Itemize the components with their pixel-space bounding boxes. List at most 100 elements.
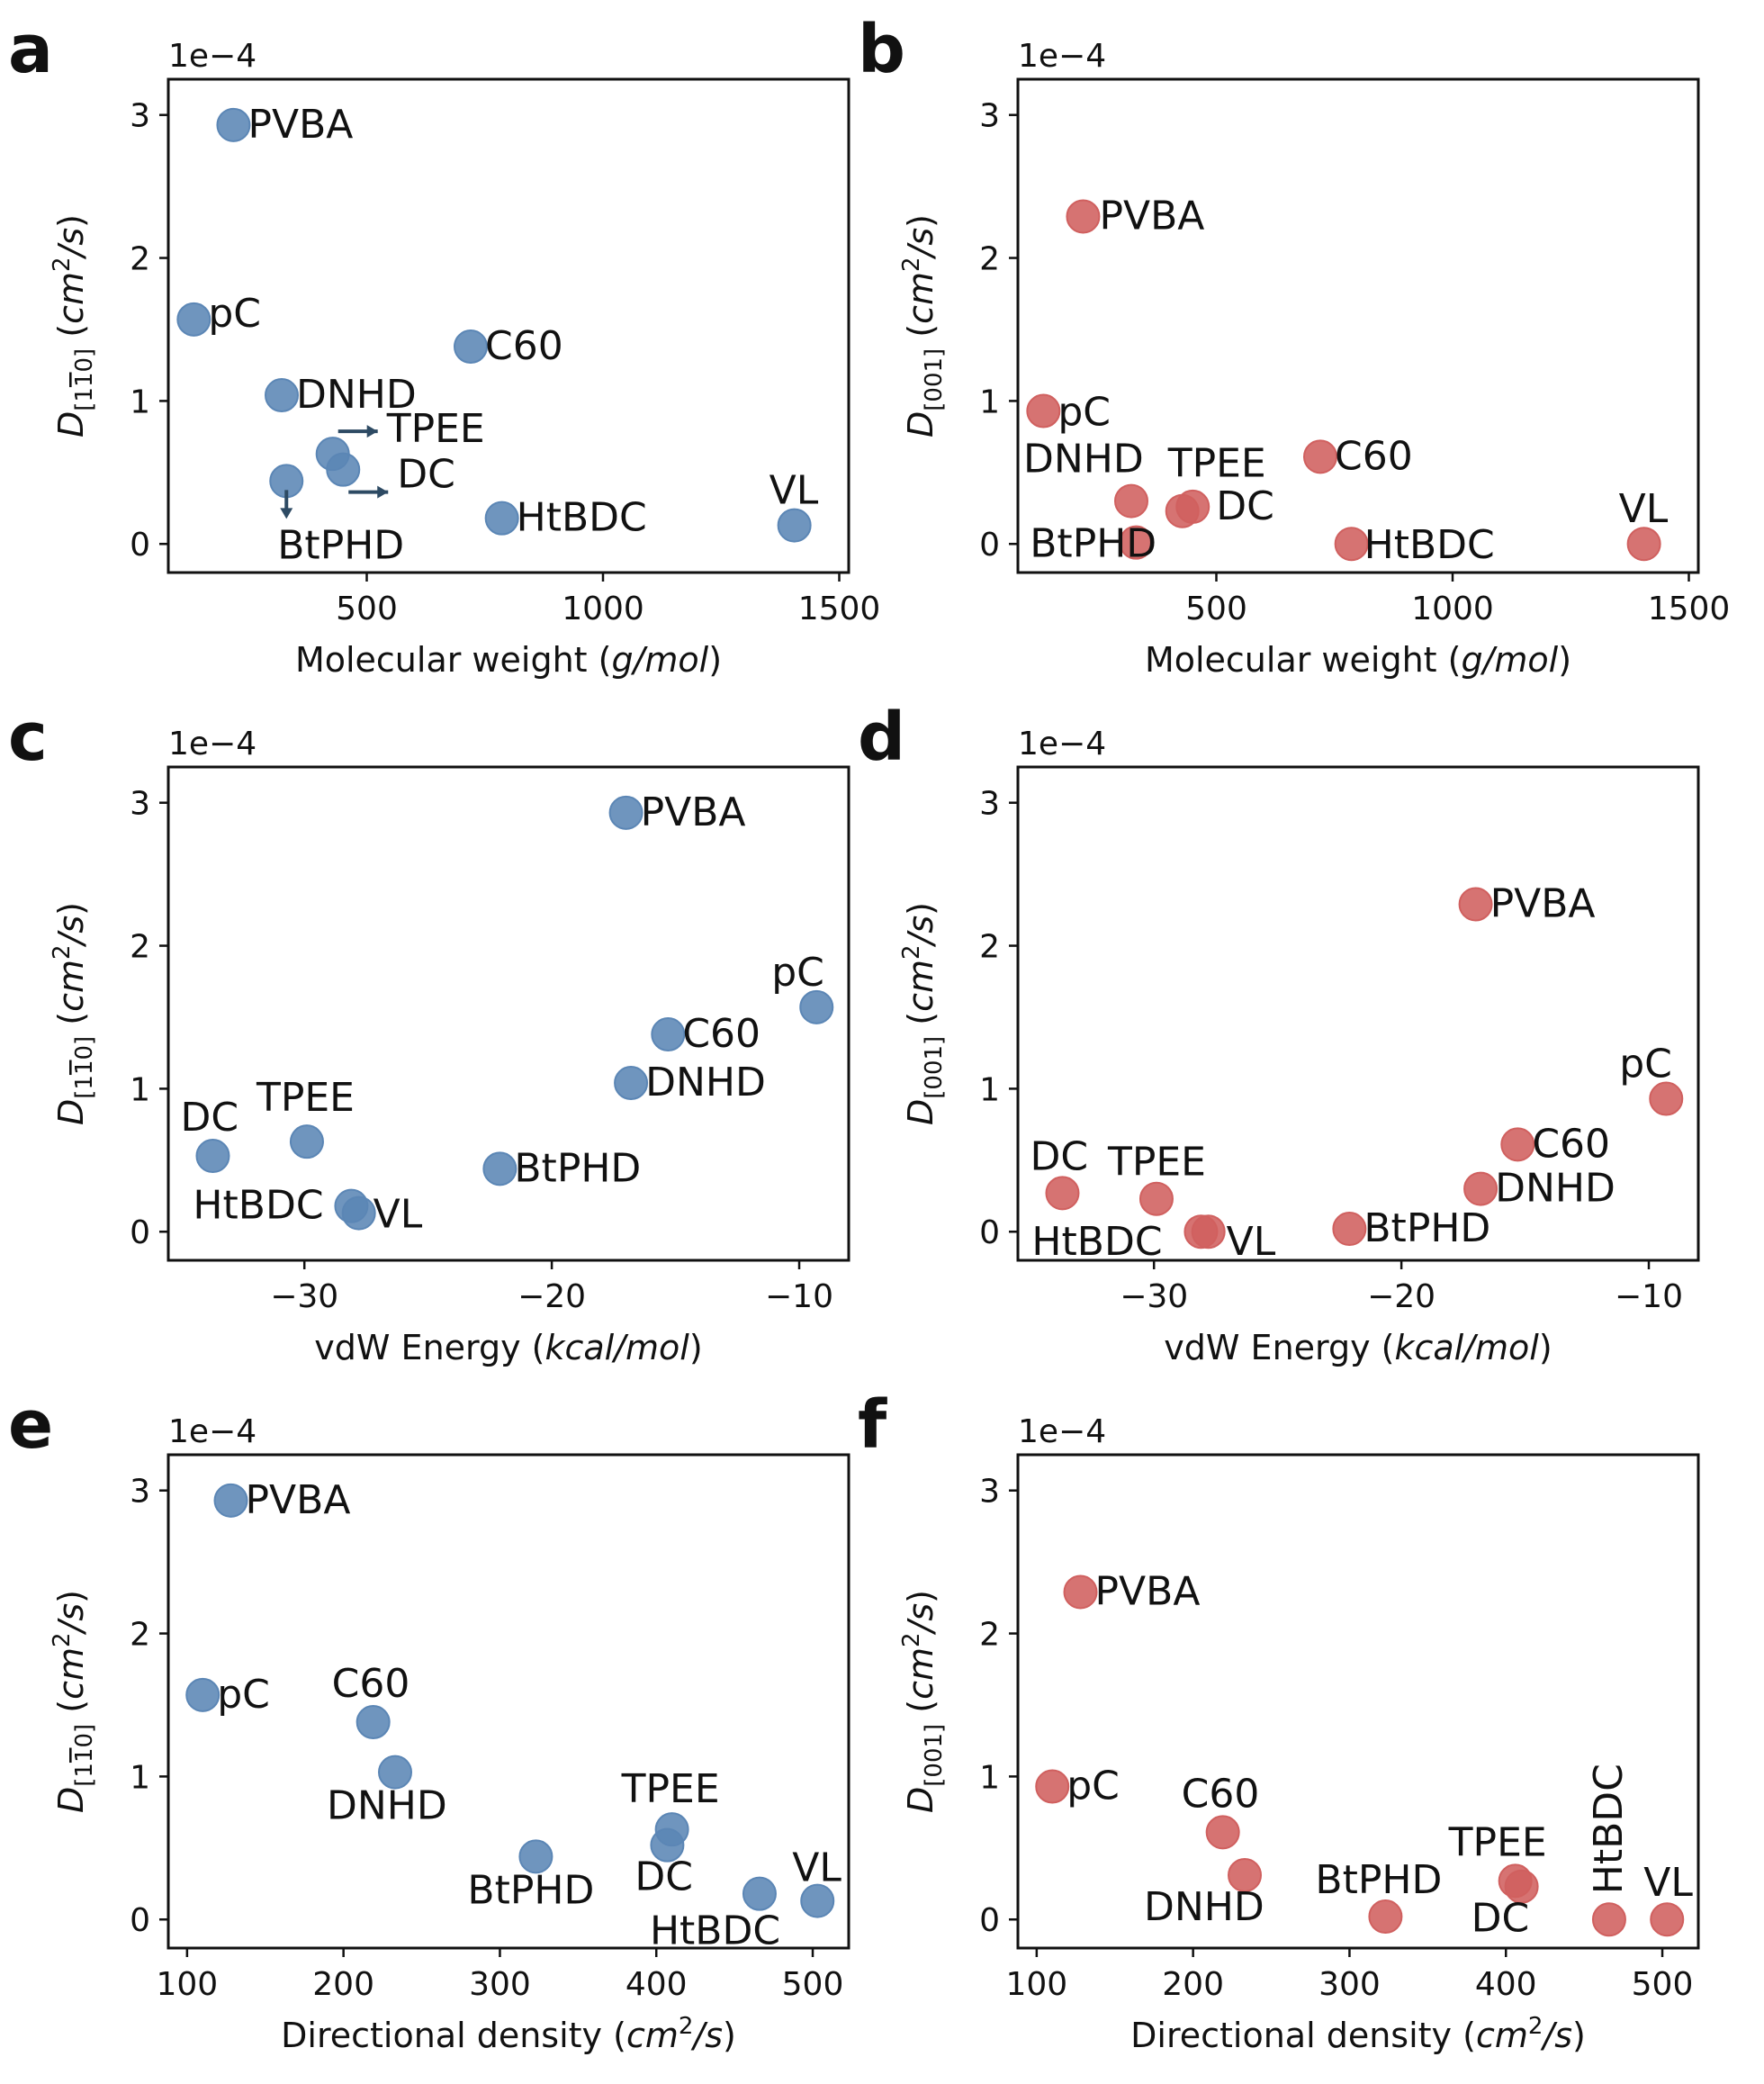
offset-text: 1e−4 bbox=[1018, 38, 1106, 75]
x-tick-label: −10 bbox=[1615, 1278, 1683, 1315]
point-label: HtBDC bbox=[1031, 1219, 1162, 1265]
point-label: C60 bbox=[485, 323, 563, 369]
y-tick-label: 0 bbox=[979, 1214, 1000, 1251]
plot-frame bbox=[166, 77, 850, 574]
y-axis-label: D[001] (cm2/s) bbox=[898, 902, 948, 1125]
data-point bbox=[1205, 1815, 1240, 1850]
point-label: pC bbox=[1066, 1764, 1120, 1809]
offset-text: 1e−4 bbox=[168, 38, 256, 75]
x-tick-label: −30 bbox=[270, 1278, 338, 1315]
point-label: DC bbox=[634, 1854, 693, 1900]
x-axis-label: vdW Energy (kcal/mol) bbox=[1164, 1328, 1552, 1367]
x-tick-label: 200 bbox=[312, 1966, 374, 2003]
x-tick-label: 100 bbox=[1005, 1966, 1067, 2003]
data-point bbox=[326, 452, 361, 487]
data-point bbox=[1650, 1902, 1685, 1937]
x-tick-label: 300 bbox=[469, 1966, 531, 2003]
point-label: HtBDC bbox=[517, 495, 647, 541]
chart-panel-c: c 1e−4 −30 −20 −10 0 1 2 3 vdW Energy (kcal/mol) D… bbox=[8, 699, 850, 1367]
data-point bbox=[800, 1883, 835, 1918]
point-label: DNHD bbox=[296, 372, 417, 418]
x-axis-label: Directional density (cm2/s) bbox=[1130, 2013, 1586, 2055]
data-point bbox=[1458, 887, 1493, 922]
point-label: pC bbox=[208, 291, 261, 337]
point-label: HtBDC bbox=[1364, 522, 1495, 568]
arrow-head bbox=[366, 425, 378, 438]
data-point bbox=[777, 508, 812, 543]
point-label: DNHD bbox=[1144, 1884, 1264, 1930]
y-tick-label: 2 bbox=[130, 241, 150, 278]
plot-frame bbox=[166, 765, 850, 1262]
point-label: VL bbox=[1643, 1860, 1693, 1906]
point-label: DNHD bbox=[645, 1060, 766, 1105]
point-label: PVBA bbox=[1099, 193, 1204, 239]
panel-letter: b bbox=[858, 11, 905, 88]
panel-letter: c bbox=[8, 699, 48, 776]
data-point bbox=[454, 329, 488, 365]
offset-text: 1e−4 bbox=[1018, 1413, 1106, 1450]
data-point bbox=[614, 1066, 649, 1101]
y-tick-label: 3 bbox=[979, 98, 1000, 135]
data-point bbox=[216, 107, 251, 142]
data-point bbox=[356, 1705, 391, 1740]
y-tick-label: 3 bbox=[130, 98, 150, 135]
data-point bbox=[650, 1827, 685, 1863]
data-point bbox=[1026, 393, 1061, 429]
data-point bbox=[378, 1755, 412, 1790]
x-tick-label: −10 bbox=[765, 1278, 833, 1315]
y-tick-label: 1 bbox=[130, 383, 150, 420]
chart-panel-d: d 1e−4 −30 −20 −10 0 1 2 3 vdW Energy (kcal/mol) D… bbox=[858, 699, 1700, 1367]
y-tick-label: 0 bbox=[130, 527, 150, 564]
y-tick-label: 0 bbox=[130, 1214, 150, 1251]
data-point bbox=[651, 1017, 686, 1052]
x-axis-label: Molecular weight (g/mol) bbox=[1145, 640, 1571, 680]
x-tick-label: 500 bbox=[1632, 1966, 1694, 2003]
point-label: pC bbox=[771, 950, 824, 996]
point-label: DC bbox=[1472, 1896, 1530, 1942]
point-label: C60 bbox=[332, 1661, 410, 1707]
point-label: PVBA bbox=[248, 102, 353, 148]
panel-letter: d bbox=[858, 699, 905, 776]
x-tick-label: 300 bbox=[1318, 1966, 1381, 2003]
y-tick-label: 2 bbox=[979, 241, 1000, 278]
panel-letter: a bbox=[8, 11, 53, 88]
point-label: TPEE bbox=[1448, 1819, 1547, 1865]
data-point bbox=[1138, 1181, 1174, 1216]
point-label: DC bbox=[1030, 1133, 1088, 1179]
point-label: DC bbox=[1216, 483, 1274, 529]
point-label: DC bbox=[397, 452, 455, 498]
chart-panel-b: b 1e−4 500 1000 1500 0 1 2 3 Molecular weight (g/… bbox=[858, 11, 1730, 680]
y-tick-label: 2 bbox=[130, 929, 150, 966]
data-point bbox=[1500, 1127, 1535, 1162]
y-tick-label: 3 bbox=[130, 786, 150, 823]
x-tick-label: 500 bbox=[336, 591, 398, 627]
data-point bbox=[1175, 489, 1210, 524]
point-label: PVBA bbox=[246, 1477, 351, 1523]
data-point bbox=[799, 989, 834, 1024]
data-point bbox=[1191, 1214, 1226, 1249]
data-point bbox=[195, 1139, 230, 1174]
y-tick-label: 0 bbox=[130, 1902, 150, 1939]
data-point bbox=[484, 501, 519, 536]
arrow-head bbox=[377, 485, 389, 499]
data-point bbox=[1626, 527, 1661, 562]
data-point bbox=[1063, 1574, 1098, 1610]
point-label: HtBDC bbox=[650, 1908, 780, 1954]
data-point bbox=[1649, 1081, 1684, 1116]
point-label: DNHD bbox=[1023, 437, 1144, 483]
y-tick-label: 1 bbox=[979, 1071, 1000, 1108]
data-point bbox=[1228, 1857, 1262, 1892]
data-point bbox=[1591, 1902, 1626, 1937]
x-axis-label: Directional density (cm2/s) bbox=[281, 2013, 736, 2055]
point-label: TPEE bbox=[1167, 441, 1266, 487]
x-tick-label: −20 bbox=[1367, 1278, 1436, 1315]
x-tick-label: −30 bbox=[1120, 1278, 1188, 1315]
point-label: DNHD bbox=[327, 1783, 447, 1829]
point-label: BtPHD bbox=[1030, 521, 1156, 567]
data-point bbox=[341, 1195, 376, 1231]
arrow-head bbox=[280, 508, 293, 519]
plot-frame bbox=[1016, 77, 1700, 574]
y-tick-label: 3 bbox=[979, 1474, 1000, 1511]
data-point bbox=[265, 378, 299, 413]
data-point bbox=[608, 795, 644, 830]
